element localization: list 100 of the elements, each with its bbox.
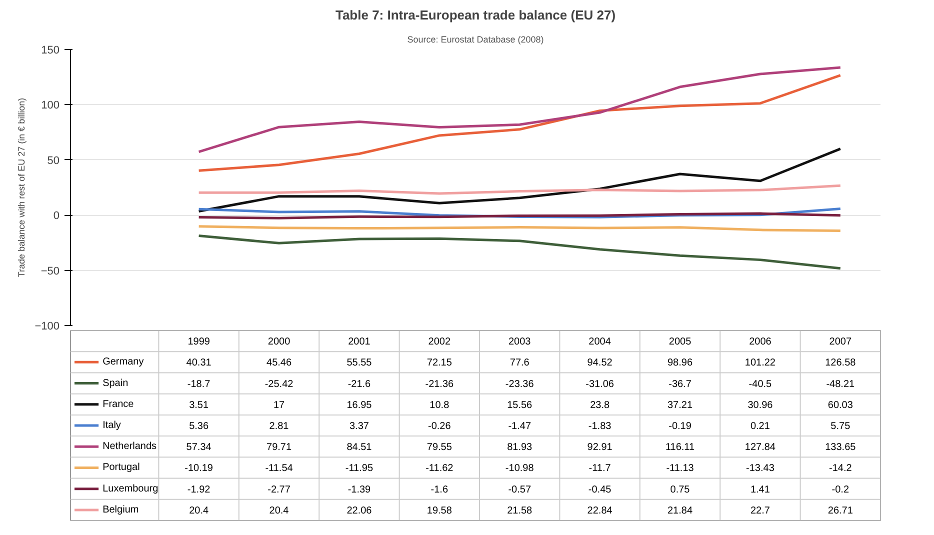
data-label: 133.65 (825, 442, 856, 454)
data-label: 21.58 (507, 505, 533, 516)
data-label: 79.71 (266, 442, 292, 454)
x-tick-label: 2006 (749, 336, 772, 348)
data-label: -11.54 (265, 463, 294, 474)
y-tick-label: 0 (53, 210, 60, 222)
data-label: 1.41 (750, 484, 770, 496)
chart-title: Table 7: Intra-European trade balance (EU 27) (335, 8, 616, 22)
data-label: 17 (273, 400, 286, 411)
data-label: 10.8 (430, 400, 450, 411)
data-label: -14.2 (829, 463, 852, 474)
data-label: -0.45 (588, 484, 612, 496)
data-label: -1.6 (430, 484, 448, 496)
data-label: 0.75 (670, 484, 690, 496)
x-tick-label: 2003 (508, 336, 532, 348)
data-label: 37.21 (667, 400, 693, 411)
data-label: -48.21 (826, 378, 856, 390)
data-label: -36.7 (668, 378, 692, 390)
data-label: -1.83 (588, 421, 612, 432)
line-series (198, 184, 842, 195)
data-label: -23.36 (505, 378, 534, 390)
data-label: 98.96 (667, 358, 693, 369)
data-label: -31.06 (586, 378, 614, 390)
data-label: 19.58 (426, 505, 452, 516)
x-tick-label: 2005 (668, 336, 692, 348)
legend-label: France (102, 398, 134, 410)
data-label: 5.75 (830, 421, 851, 432)
data-label: 81.93 (507, 442, 533, 454)
data-label: 3.51 (189, 400, 209, 411)
chart-subtitle: Source: Eurostat Database (2008) (407, 34, 544, 44)
data-label: 3.37 (349, 421, 370, 432)
data-label: 20.4 (189, 505, 209, 516)
line-series (198, 234, 842, 270)
data-label: 21.84 (667, 505, 693, 516)
x-tick-label: 2004 (588, 336, 612, 348)
data-label: -10.19 (184, 463, 214, 474)
x-tick-label: 1999 (188, 336, 210, 348)
y-tick-label: 100 (41, 100, 60, 112)
data-label: -13.43 (746, 463, 775, 474)
legend-label: Portugal (102, 462, 140, 474)
legend-label: Netherlands (102, 441, 156, 452)
data-label: 0.21 (750, 421, 770, 432)
y-tick-label: −100 (34, 320, 60, 332)
data-label: 101.22 (744, 358, 776, 369)
data-label: 23.8 (590, 400, 610, 411)
data-label: 5.36 (189, 421, 209, 432)
data-label: -1.47 (508, 421, 532, 432)
line-series (198, 66, 842, 154)
y-axis-title: Trade balance with rest of EU 27 (in € billion) (16, 98, 27, 278)
data-label: 92.91 (587, 442, 613, 454)
data-label: -10.98 (505, 463, 534, 474)
data-label: -11.95 (345, 463, 374, 474)
data-label: -21.36 (425, 378, 454, 390)
y-tick-label: −50 (40, 265, 60, 278)
data-label: -0.2 (832, 484, 850, 496)
line-series (198, 74, 842, 172)
x-tick-label: 2001 (348, 336, 371, 348)
data-label: 77.6 (510, 358, 530, 369)
data-label: -2.77 (268, 484, 291, 496)
data-label: 15.56 (507, 400, 533, 411)
data-label: 40.31 (186, 358, 212, 369)
data-label: -25.42 (264, 378, 294, 390)
data-label: -18.7 (187, 378, 211, 390)
data-label: 16.95 (346, 400, 372, 411)
data-label: 45.46 (266, 358, 292, 369)
data-label: -0.26 (428, 421, 452, 432)
data-label: 79.55 (426, 442, 452, 454)
y-tick-label: 50 (47, 154, 60, 167)
legend-label: Spain (102, 378, 128, 389)
data-label: 127.84 (744, 442, 776, 454)
data-label: 30.96 (748, 400, 774, 411)
legend-label: Germany (102, 356, 144, 368)
data-label: -11.7 (588, 463, 612, 474)
y-tick-label: 150 (41, 44, 60, 56)
data-label: 2.81 (269, 421, 290, 432)
legend-label: Italy (102, 420, 121, 431)
data-label: 126.58 (825, 358, 856, 369)
data-label: 57.34 (186, 442, 212, 454)
x-tick-label: 2002 (428, 336, 451, 348)
data-label: -1.92 (187, 484, 211, 496)
data-label: 60.03 (828, 400, 854, 411)
x-tick-label: 2007 (829, 336, 852, 348)
data-label: -0.19 (668, 421, 692, 432)
data-label: -0.57 (508, 484, 532, 496)
line-series (198, 148, 842, 212)
data-label: -40.5 (748, 378, 772, 390)
data-label: -11.62 (426, 463, 454, 474)
data-label: 55.55 (346, 358, 372, 369)
data-label: 20.4 (269, 505, 290, 516)
data-label: -21.6 (348, 378, 372, 390)
data-label: 116.11 (665, 442, 695, 454)
data-label: 22.7 (750, 505, 770, 516)
legend-label: Luxembourg (102, 483, 158, 494)
data-label: 84.51 (346, 442, 372, 454)
x-tick-label: 2000 (268, 336, 291, 348)
data-label: 26.71 (828, 505, 854, 516)
data-label: 22.84 (587, 505, 613, 516)
data-label: -1.39 (348, 484, 372, 496)
data-label: 22.06 (346, 505, 372, 516)
data-label: 72.15 (426, 358, 452, 369)
